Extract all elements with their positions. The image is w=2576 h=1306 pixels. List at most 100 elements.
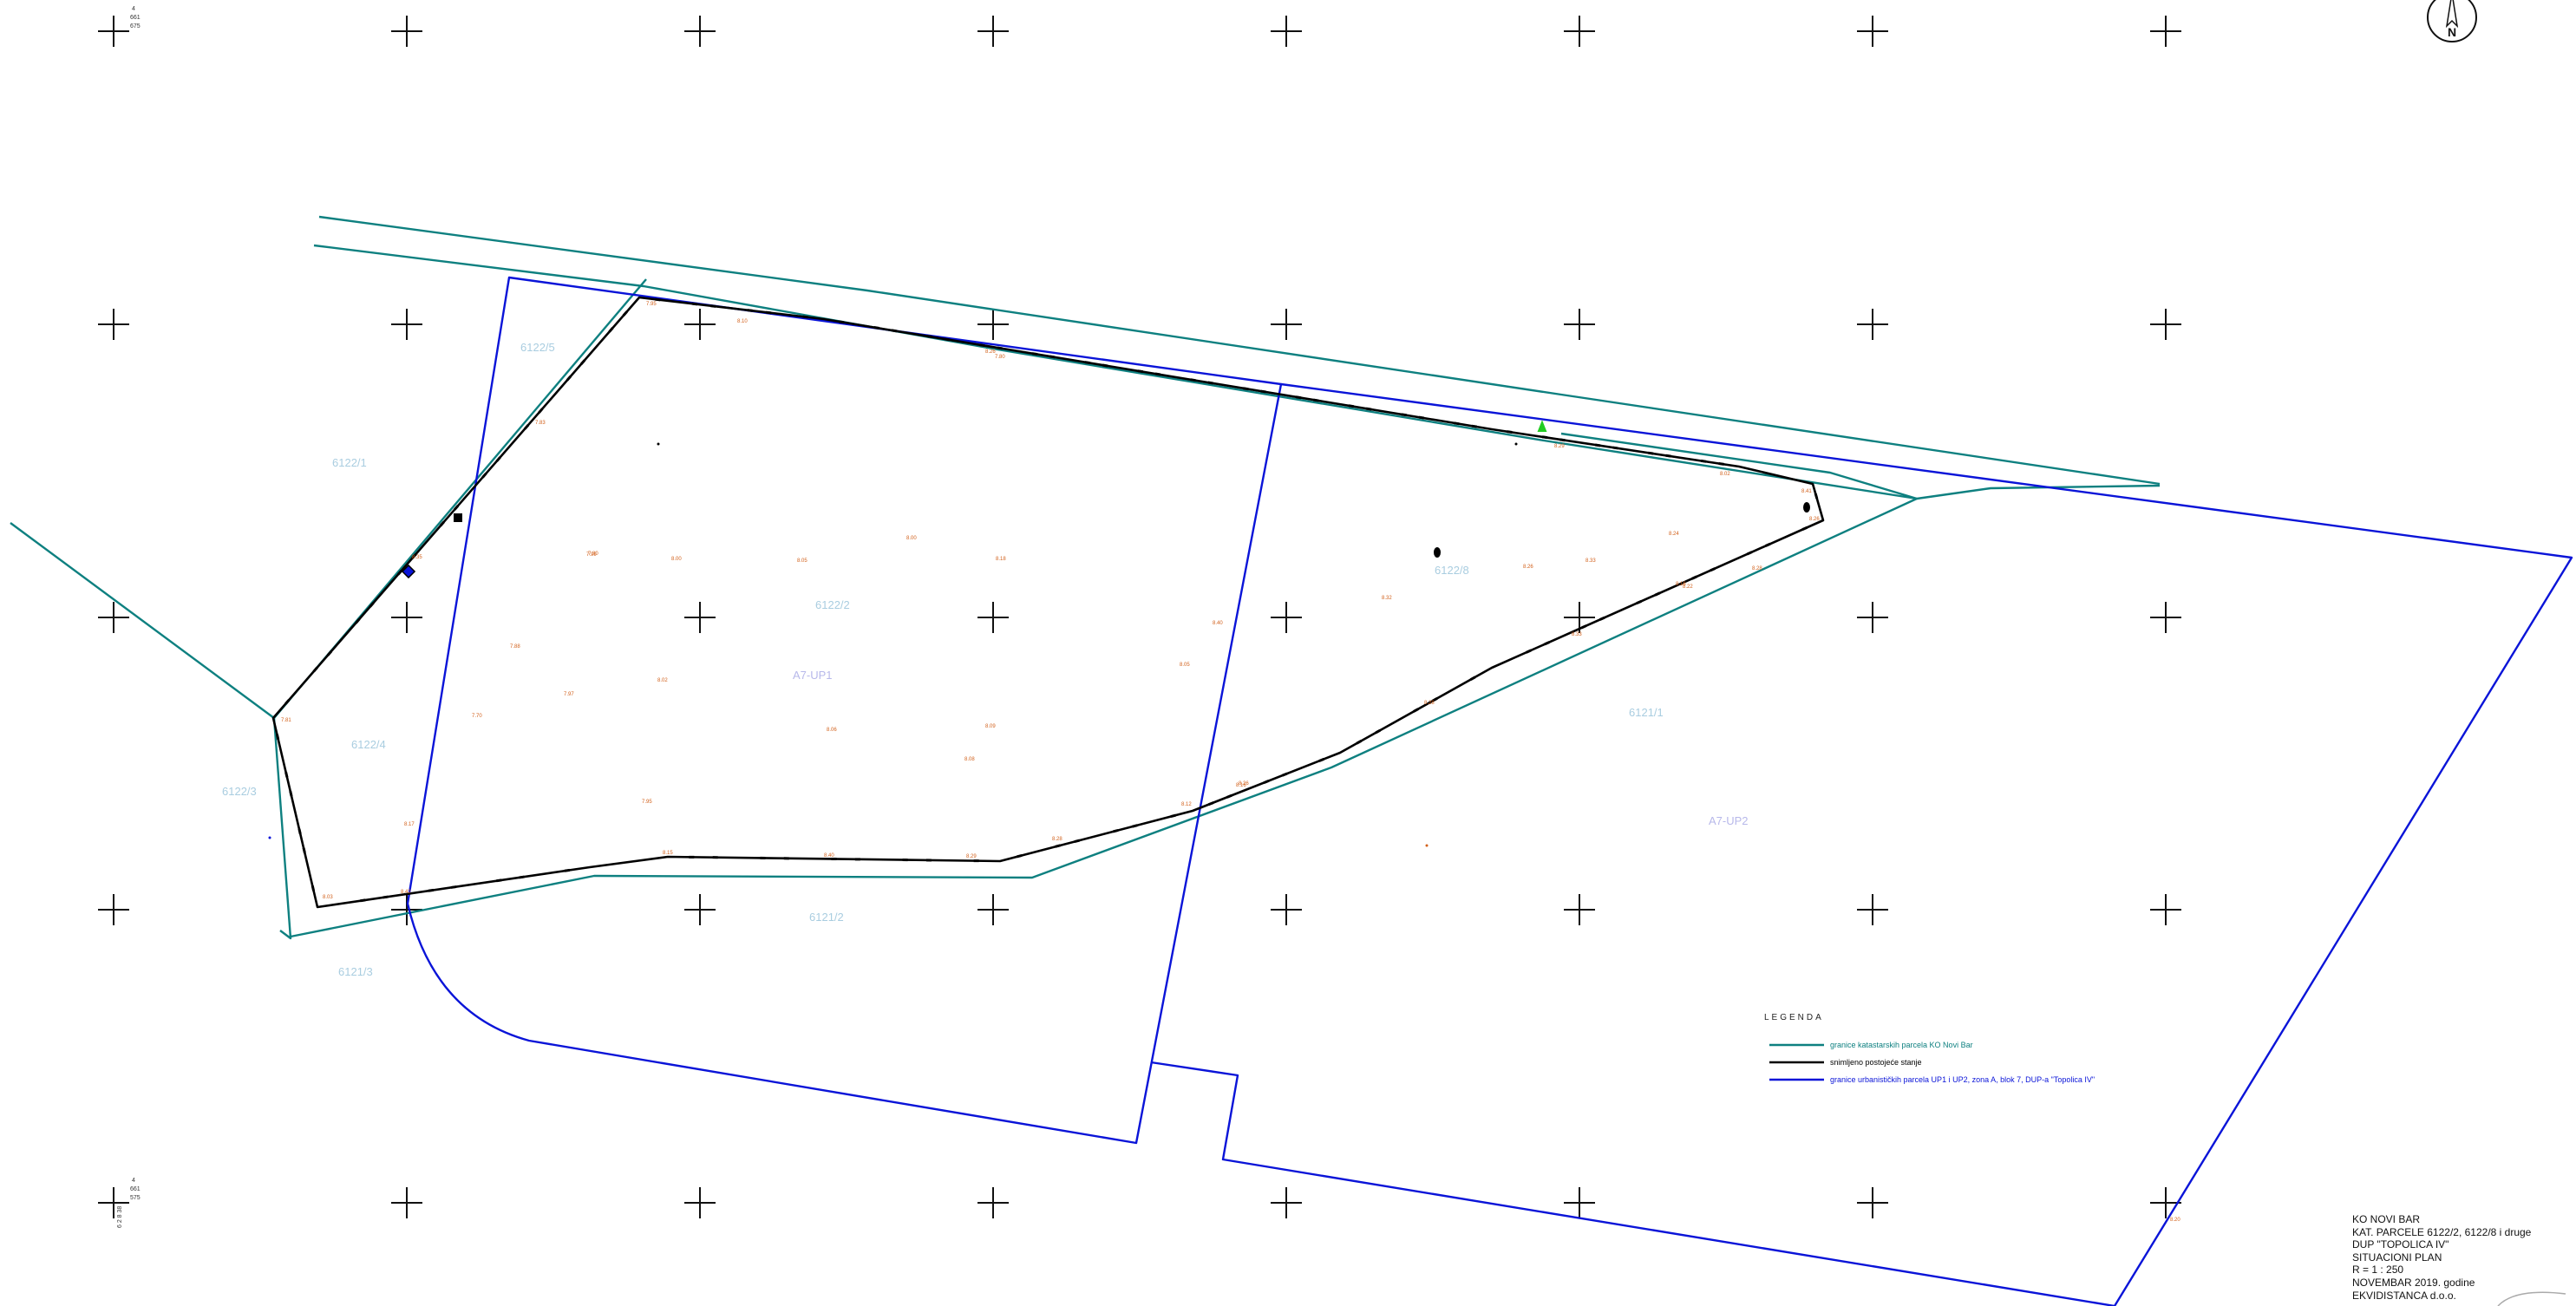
fence-tick <box>710 304 716 308</box>
fence-tick <box>297 828 302 835</box>
fence-tick <box>1260 389 1266 394</box>
grid-cross <box>1564 309 1595 340</box>
grid-cross <box>684 602 716 633</box>
elevation-label: 7.80 <box>588 552 598 557</box>
grid-cross <box>684 16 716 47</box>
grid-cross <box>98 1187 129 1218</box>
fence-tick <box>1154 372 1161 376</box>
coord-bottom-left-3: 575 <box>130 1195 141 1201</box>
elevation-label: 7.80 <box>995 355 1005 360</box>
elevation-label: 8.12 <box>1181 802 1192 807</box>
elevation-label: 8.00 <box>906 536 917 541</box>
elevation-label: 8.10 <box>737 319 748 324</box>
legend-title: LEGENDA <box>1764 1013 1824 1022</box>
grid-cross <box>2150 602 2181 633</box>
elevation-label: 8.24 <box>1669 532 1679 537</box>
cadastral-bottom-edge <box>290 497 1918 938</box>
urban-boundaries <box>406 276 2573 1306</box>
fence-tick <box>1263 780 1270 784</box>
fence-tick <box>1137 369 1143 374</box>
elevation-label: 7.97 <box>564 692 574 697</box>
coordinate-grid <box>98 16 2181 1218</box>
elevation-label: 7.83 <box>535 421 546 426</box>
fence-tick <box>439 520 445 527</box>
fence-tick <box>284 699 291 705</box>
title-line-plan: DUP "TOPOLICA IV" <box>2352 1238 2449 1251</box>
tree-marker-icon <box>1434 547 1441 558</box>
title-line-scale: R = 1 : 250 <box>2352 1264 2404 1277</box>
elevation-label: 8.28 <box>1424 701 1435 706</box>
elevation-label: 7.99 <box>586 552 597 558</box>
elevation-label: 8.28 <box>1752 566 1762 571</box>
fence-tick <box>1691 575 1697 580</box>
elevation-label: 8.09 <box>985 724 996 729</box>
fence-tick <box>284 772 289 778</box>
coord-top-left-2: 661 <box>130 15 141 21</box>
elevation-label: 8.03 <box>323 895 333 900</box>
fence-tick <box>873 326 879 330</box>
fence-tick <box>1654 591 1661 597</box>
up1-boundary <box>406 276 1283 1145</box>
elevation-label: 8.41 <box>1801 489 1812 494</box>
parcel-label-6122-1: 6122/1 <box>332 456 367 469</box>
parcel-label-6122-2: 6122/2 <box>815 598 850 611</box>
elevation-label: 7.95 <box>642 800 652 805</box>
cadastral-left-lower <box>272 717 292 940</box>
fence-tick <box>1207 801 1214 806</box>
grid-cross <box>98 602 129 633</box>
fence-tick <box>360 898 366 903</box>
tree-marker-icon-2 <box>1803 502 1810 513</box>
urban-parcel-label-up2: A7-UP2 <box>1709 814 1749 827</box>
elevation-label: 8.33 <box>1572 632 1582 637</box>
elevation-label: 8.22 <box>1683 584 1693 590</box>
fence-tick <box>428 888 435 892</box>
fence-tick <box>369 602 375 608</box>
fence-tick <box>1432 696 1438 702</box>
grid-cross <box>1857 894 1888 925</box>
elevation-label: 8.29 <box>1554 444 1565 449</box>
fence-ticks <box>275 297 1819 903</box>
fence-tick <box>655 297 661 302</box>
grid-cross <box>1857 602 1888 633</box>
fence-tick <box>326 650 333 656</box>
fence-tick <box>1190 378 1196 382</box>
corner-coordinates: 4 661 675 4 661 575 6 2 8 38 <box>117 6 141 1228</box>
elevation-label: 8.26 <box>985 349 996 355</box>
fence-tick <box>1418 415 1425 420</box>
cadastral-road-lower-edge <box>313 244 2161 500</box>
elevation-label: 8.02 <box>1720 472 1730 477</box>
elevation-label: 8.26 <box>1523 565 1533 570</box>
elevation-label: 7.70 <box>472 714 482 719</box>
fence-tick <box>1718 461 1724 466</box>
fence-tick <box>1084 361 1091 365</box>
elevation-label: 8.32 <box>1382 596 1392 601</box>
fence-tick <box>396 569 403 576</box>
legend-label-surveyed: snimljeno postojeće stanje <box>1830 1058 1922 1067</box>
fence-tick <box>1746 551 1753 556</box>
elevation-label: 7.88 <box>510 644 520 650</box>
title-line-date: NOVEMBAR 2019. godine <box>2352 1276 2475 1289</box>
fence-tick <box>997 346 1003 350</box>
title-block: KO NOVI BAR KAT. PARCELE 6122/2, 6122/8 … <box>2352 1213 2531 1302</box>
fence-tick <box>1471 424 1477 428</box>
up2-boundary <box>1150 382 2573 1306</box>
grid-cross <box>98 16 129 47</box>
fence-tick <box>1413 708 1419 713</box>
fence-tick <box>564 868 571 872</box>
grid-cross <box>1271 602 1302 633</box>
fence-tick <box>1295 395 1302 400</box>
fence-tick <box>1599 616 1605 621</box>
grid-cross <box>1857 16 1888 47</box>
fence-tick <box>1701 459 1707 463</box>
map-symbols <box>268 420 1810 847</box>
elevation-label: 8.26 <box>1809 517 1820 522</box>
elevation-label: 8.26 <box>1239 781 1249 787</box>
fence-tick <box>453 505 460 511</box>
legend: LEGENDA granice katastarskih parcela KO … <box>1764 1013 2095 1084</box>
grid-cross <box>1857 1187 1888 1218</box>
fence-tick <box>1348 404 1355 408</box>
grid-cross <box>684 1187 716 1218</box>
fence-tick <box>1594 443 1601 447</box>
grid-cross <box>1271 894 1302 925</box>
